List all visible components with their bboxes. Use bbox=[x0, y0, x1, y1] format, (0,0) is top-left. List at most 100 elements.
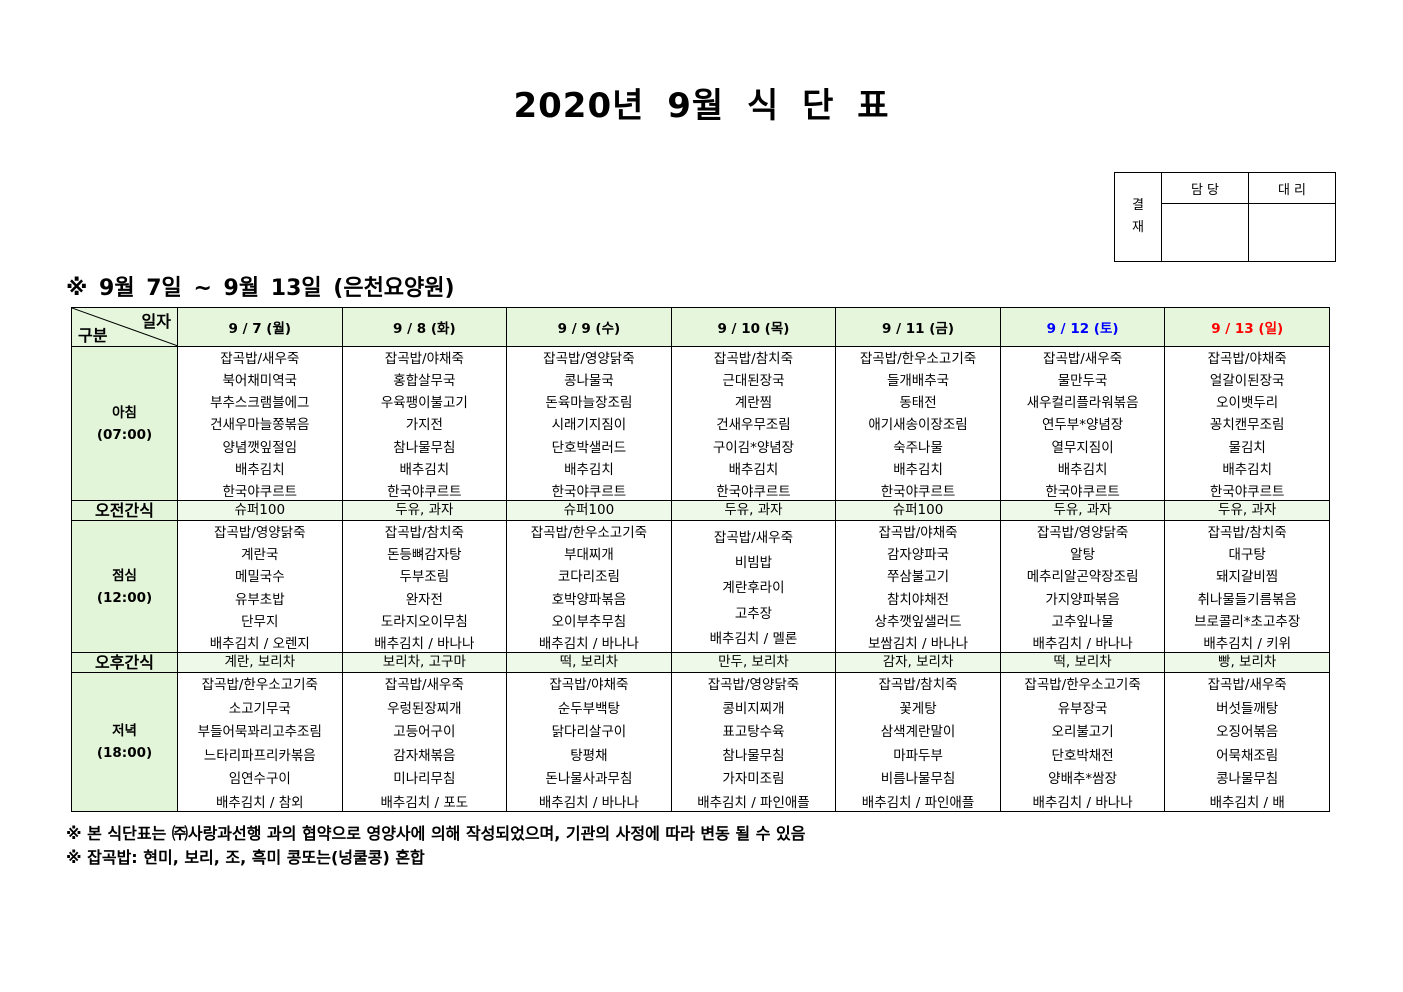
menu-item: 표고탕수육 bbox=[722, 724, 785, 741]
menu-item: 가자미조림 bbox=[722, 771, 785, 788]
menu-item: 부들어묵꽈리고추조림 bbox=[197, 724, 322, 741]
menu-item: 배추김치 bbox=[1057, 461, 1108, 478]
corner-cell: 일자 구분 bbox=[71, 307, 178, 347]
menu-item: 취나물들기름볶음 bbox=[1197, 591, 1297, 608]
menu-item: 한국야쿠르트 bbox=[1045, 483, 1120, 500]
menu-item: 한국야쿠르트 bbox=[222, 483, 298, 500]
meal-time: (12:00) bbox=[96, 589, 153, 606]
menu-cell: 만두, 보리차 bbox=[670, 652, 837, 673]
morning-snack-row: 오전간식 슈퍼100 두유, 과자 슈퍼100 두유, 과자 슈퍼100 두유, 과자 두유,… bbox=[71, 500, 1330, 521]
menu-item: 삼색계란말이 bbox=[880, 724, 956, 741]
menu-item: 숙주나물 bbox=[893, 439, 943, 456]
menu-item: 비름나물무침 bbox=[880, 771, 956, 788]
menu-item: 새우컬리플라워볶음 bbox=[1026, 395, 1139, 412]
menu-item: 콩비지찌개 bbox=[722, 700, 785, 717]
menu-list: 잡곡밥/한우소고기죽 부대찌개 코다리조림 호박양파볶음 오이부추무침 배추김치 / 바나… bbox=[508, 522, 671, 652]
day-header: 9 / 11 (금) bbox=[835, 307, 1001, 347]
menu-item: 단호박샐러드 bbox=[551, 439, 627, 456]
menu-item: 감자양파국 bbox=[886, 547, 950, 564]
dinner-row: 저녁 (18:00) 잡곡밥/한우소고기죽 소고기무국 부들어묵꽈리고추조림 느타리파프리… bbox=[71, 672, 1330, 812]
menu-list: 잡곡밥/한우소고기죽 들개배추국 동태전 애기새송이장조림 숙주나물 배추김치 한국야쿠르트 bbox=[837, 348, 1000, 500]
menu-cell: 떡, 보리차 bbox=[506, 652, 672, 673]
menu-item: 임연수구이 bbox=[228, 771, 291, 788]
menu-item: 잡곡밥/참치죽 bbox=[384, 525, 464, 541]
menu-list: 잡곡밥/참치죽 돈등뼈감자탕 두부조림 완자전 도라지오이무침 배추김치 / 바나나 bbox=[343, 522, 506, 652]
menu-item: 열무지짐이 bbox=[1051, 439, 1114, 456]
menu-item: 꽃게탕 bbox=[899, 700, 937, 717]
menu-item: 버섯들깨탕 bbox=[1216, 700, 1279, 717]
menu-item: 가지전 bbox=[405, 417, 443, 434]
menu-item: 잡곡밥/새우죽 bbox=[220, 351, 300, 367]
menu-cell: 잡곡밥/야채죽 순두부백탕 닭다리살구이 탕평채 돈나물사과무침 배추김치 / 바나나 bbox=[506, 672, 672, 812]
meal-label: 아침 (07:00) bbox=[71, 346, 178, 501]
menu-item: 마파두부 bbox=[893, 747, 943, 764]
menu-item: 잡곡밥/야채죽 bbox=[878, 525, 958, 541]
menu-item: 콩나물무침 bbox=[1216, 771, 1279, 788]
menu-item: 배추김치 bbox=[1222, 461, 1273, 478]
menu-item: 오이뱃두리 bbox=[1216, 395, 1279, 412]
meal-name: 저녁 bbox=[112, 723, 137, 739]
menu-item: 고추장 bbox=[734, 605, 773, 622]
menu-table: 일자 구분 9 / 7 (월) 9 / 8 (화) 9 / 9 (수) 9 / 10 … bbox=[71, 307, 1330, 812]
menu-item: 탕평채 bbox=[570, 747, 608, 764]
menu-item: 시래기지짐이 bbox=[551, 417, 627, 434]
menu-item: 콩나물국 bbox=[564, 373, 614, 390]
menu-item: 잡곡밥/새우죽 bbox=[1207, 677, 1287, 693]
menu-item: 가지양파볶음 bbox=[1045, 591, 1120, 608]
menu-list: 잡곡밥/야채죽 홍합살무국 우육팽이불고기 가지전 참나물무침 배추김치 한국야쿠르트 bbox=[343, 348, 506, 500]
menu-item: 돈육마늘장조림 bbox=[545, 395, 633, 412]
meal-name: 오후간식 bbox=[95, 653, 154, 672]
note-line: ※ 본 식단표는 ㈜사랑과선행 과의 협약으로 영양사에 의해 작성되었으며, … bbox=[66, 824, 806, 843]
menu-item: 메추리알곤약장조림 bbox=[1026, 569, 1139, 586]
approval-sign-deputy[interactable] bbox=[1248, 203, 1336, 262]
menu-item: 돼지갈비찜 bbox=[1216, 569, 1279, 586]
menu-cell: 슈퍼100 bbox=[506, 500, 672, 521]
menu-list: 잡곡밥/참치죽 꽃게탕 삼색계란말이 마파두부 비름나물무침 배추김치 / 파인애플 bbox=[837, 674, 1000, 811]
menu-item: 잡곡밥/새우죽 bbox=[384, 677, 464, 693]
menu-item: 느타리파프리카볶음 bbox=[203, 747, 316, 764]
menu-item: 오이부추무침 bbox=[551, 613, 627, 630]
menu-item: 완자전 bbox=[405, 591, 443, 608]
menu-item: 배추김치 / 바나나 bbox=[538, 635, 639, 652]
menu-item: 배추김치 / 배 bbox=[1209, 794, 1285, 811]
menu-item: 돈나물사과무침 bbox=[545, 771, 633, 788]
menu-item: 건새우마늘쫑볶음 bbox=[210, 417, 310, 434]
menu-cell: 떡, 보리차 bbox=[999, 652, 1166, 673]
header-row: 일자 구분 9 / 7 (월) 9 / 8 (화) 9 / 9 (수) 9 / 10 … bbox=[71, 307, 1330, 347]
day-header: 9 / 10 (목) bbox=[670, 307, 837, 347]
menu-item: 꽁치캔무조림 bbox=[1209, 417, 1285, 434]
page-title: 2020년 9월 식 단 표 bbox=[513, 86, 890, 126]
corner-date-label: 일자 bbox=[141, 312, 171, 331]
menu-item: 오리불고기 bbox=[1051, 724, 1114, 741]
menu-item: 양배추*쌈장 bbox=[1048, 771, 1118, 788]
menu-item: 부추스크램블에그 bbox=[210, 395, 310, 412]
menu-list: 잡곡밥/야채죽 감자양파국 쭈삼불고기 참치야채전 상추깻잎샐러드 보쌈김치 / 바나나 bbox=[837, 522, 1000, 652]
menu-list: 잡곡밥/참치죽 대구탕 돼지갈비찜 취나물들기름볶음 브로콜리*초고추장 배추김치 / 키… bbox=[1166, 522, 1329, 652]
menu-item: 배추김치 bbox=[728, 461, 779, 478]
menu-item: 연두부*양념장 bbox=[1041, 417, 1124, 434]
menu-item: 홍합살무국 bbox=[393, 373, 456, 390]
menu-item: 구이김*양념장 bbox=[712, 439, 795, 456]
menu-item: 배추김치 bbox=[234, 461, 285, 478]
menu-cell: 두유, 과자 bbox=[670, 500, 837, 521]
menu-item: 잡곡밥/영양닭죽 bbox=[707, 677, 800, 693]
meal-name: 오전간식 bbox=[95, 501, 154, 520]
approval-sign-manager[interactable] bbox=[1161, 203, 1249, 262]
menu-cell: 두유, 과자 bbox=[1164, 500, 1330, 521]
menu-item: 메밀국수 bbox=[234, 569, 285, 586]
menu-item: 동태전 bbox=[899, 395, 937, 412]
menu-item: 단호박채전 bbox=[1051, 747, 1114, 764]
menu-item: 한국야쿠르트 bbox=[1209, 483, 1285, 500]
menu-cell: 두유, 과자 bbox=[999, 500, 1166, 521]
menu-item: 물만두국 bbox=[1057, 373, 1108, 390]
notes: ※ 본 식단표는 ㈜사랑과선행 과의 협약으로 영양사에 의해 작성되었으며, … bbox=[66, 822, 805, 870]
menu-item: 배추김치 / 참외 bbox=[215, 794, 304, 811]
menu-item: 잡곡밥/영양닭죽 bbox=[214, 525, 306, 541]
menu-item: 잡곡밥/한우소고기죽 bbox=[859, 351, 977, 367]
diagonal-line bbox=[72, 308, 177, 346]
menu-item: 배추김치 / 바나나 bbox=[1032, 794, 1133, 811]
menu-list: 잡곡밥/한우소고기죽 유부장국 오리불고기 단호박채전 양배추*쌈장 배추김치 / 바나나 bbox=[1001, 674, 1164, 811]
menu-item: 배추김치 bbox=[399, 461, 450, 478]
menu-item: 배추김치 / 포도 bbox=[380, 794, 469, 811]
menu-item: 고등어구이 bbox=[393, 724, 456, 741]
